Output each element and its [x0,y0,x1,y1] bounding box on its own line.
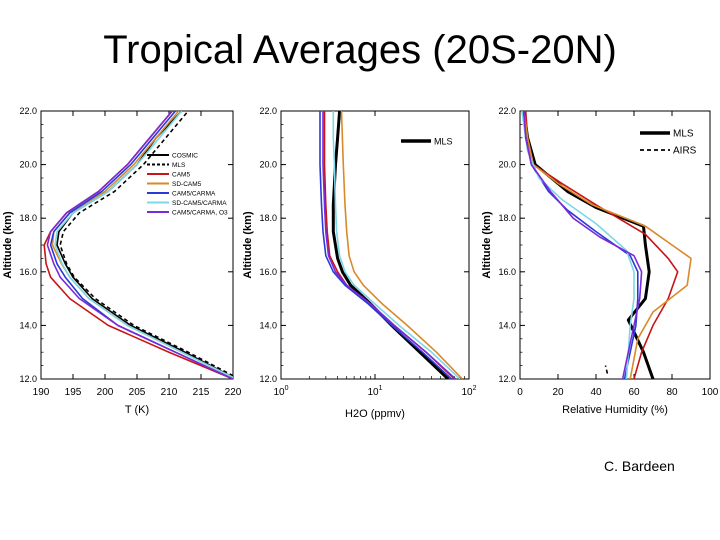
credit-text: C. Bardeen [604,458,675,474]
series-group [319,111,463,379]
y-axis-label: Altitude (km) [2,211,14,279]
x-tick-label: 215 [193,387,210,398]
legend-label: MLS [434,137,453,147]
y-tick-label: 14.0 [498,320,516,330]
legend-label: SD-CAM5 [172,181,202,188]
y-tick-label: 20.0 [259,160,277,170]
y-tick-label: 18.0 [498,213,516,223]
x-tick-label: 80 [666,387,678,398]
y-axis-label: Altitude (km) [242,211,254,279]
y-tick-label: 22.0 [259,106,277,116]
series-line [323,111,455,379]
series-line [332,111,461,379]
temperature-panel: 12.0 14.0 16.0 18.0 20.0 22.0 190 195 200 205 210 2… [2,106,242,416]
series-line [59,111,233,377]
series-line [49,111,233,379]
y-tick-label: 22.0 [19,106,37,116]
legend-label: SD-CAM5/CARMA [172,200,227,207]
x-tick-label: 101 [367,385,382,398]
series-group [43,111,233,379]
x-tick-label: 60 [628,387,640,398]
y-tick-label: 18.0 [259,213,277,223]
x-tick-label: 0 [517,387,523,398]
y-axis-label: Altitude (km) [481,211,493,279]
series-line [524,111,679,379]
y-tick-label: 20.0 [498,160,516,170]
x-tick-label: 190 [33,387,50,398]
x-tick-label: 40 [590,387,602,398]
series-group [521,111,692,379]
series-line [319,111,452,379]
x-tick-label: 220 [225,387,242,398]
water-vapor-panel: 12.0 14.0 16.0 18.0 20.0 22.0 100 101 102 H2O (pp… [242,106,477,420]
x-tick-label: 20 [552,387,564,398]
series-line [523,111,692,379]
y-tick-label: 16.0 [19,267,37,277]
legend-label: CAM5/CARMA [172,191,216,198]
series-line [322,111,457,379]
y-tick-label: 14.0 [19,320,37,330]
series-line [523,111,643,379]
x-tick-label: 100 [273,385,288,398]
y-tick-label: 12.0 [259,374,277,384]
legend-label: MLS [673,129,694,140]
x-axis-label: T (K) [125,404,149,416]
x-tick-label: 205 [129,387,146,398]
series-line [604,365,609,374]
y-tick-label: 16.0 [498,267,516,277]
y-tick-label: 16.0 [259,267,277,277]
legend-label: AIRS [673,146,697,157]
relative-humidity-panel: 12.0 14.0 16.0 18.0 20.0 22.0 0 20 40 60 80 100 Rela… [481,106,719,416]
x-tick-label: 100 [702,387,719,398]
series-line [521,111,635,379]
series-line [331,111,450,379]
legend-label: MLS [172,162,186,169]
x-tick-label: 200 [97,387,114,398]
x-tick-label: 210 [161,387,178,398]
y-tick-label: 14.0 [259,320,277,330]
y-tick-label: 20.0 [19,160,37,170]
x-axis-label: H2O (ppmv) [345,408,405,420]
x-tick-label: 102 [461,385,476,398]
y-tick-label: 22.0 [498,106,516,116]
legend-label: CAM5 [172,172,190,179]
slide-title: Tropical Averages (20S-20N) [103,28,617,72]
legend-label: CAM5/CARMA, O3 [172,210,228,217]
series-line [54,111,233,379]
legend-label: COSMIC [172,153,198,160]
y-tick-label: 12.0 [498,374,516,384]
series-line [340,111,463,379]
plot-frame [280,110,470,380]
series-line [46,111,233,379]
y-tick-label: 12.0 [19,374,37,384]
x-tick-label: 195 [65,387,82,398]
x-axis-label: Relative Humidity (%) [562,404,668,416]
y-tick-label: 18.0 [19,213,37,223]
series-line [51,111,233,379]
